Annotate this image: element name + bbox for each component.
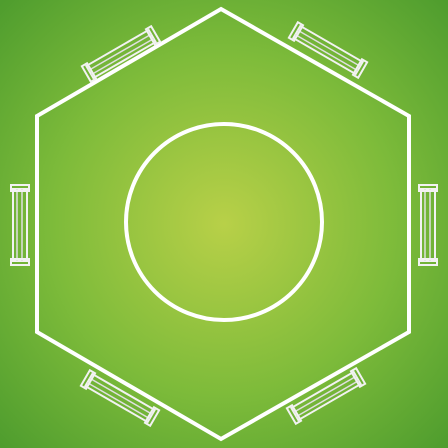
center-circle: [124, 122, 324, 322]
hexagon-boundary-line: [35, 6, 411, 442]
